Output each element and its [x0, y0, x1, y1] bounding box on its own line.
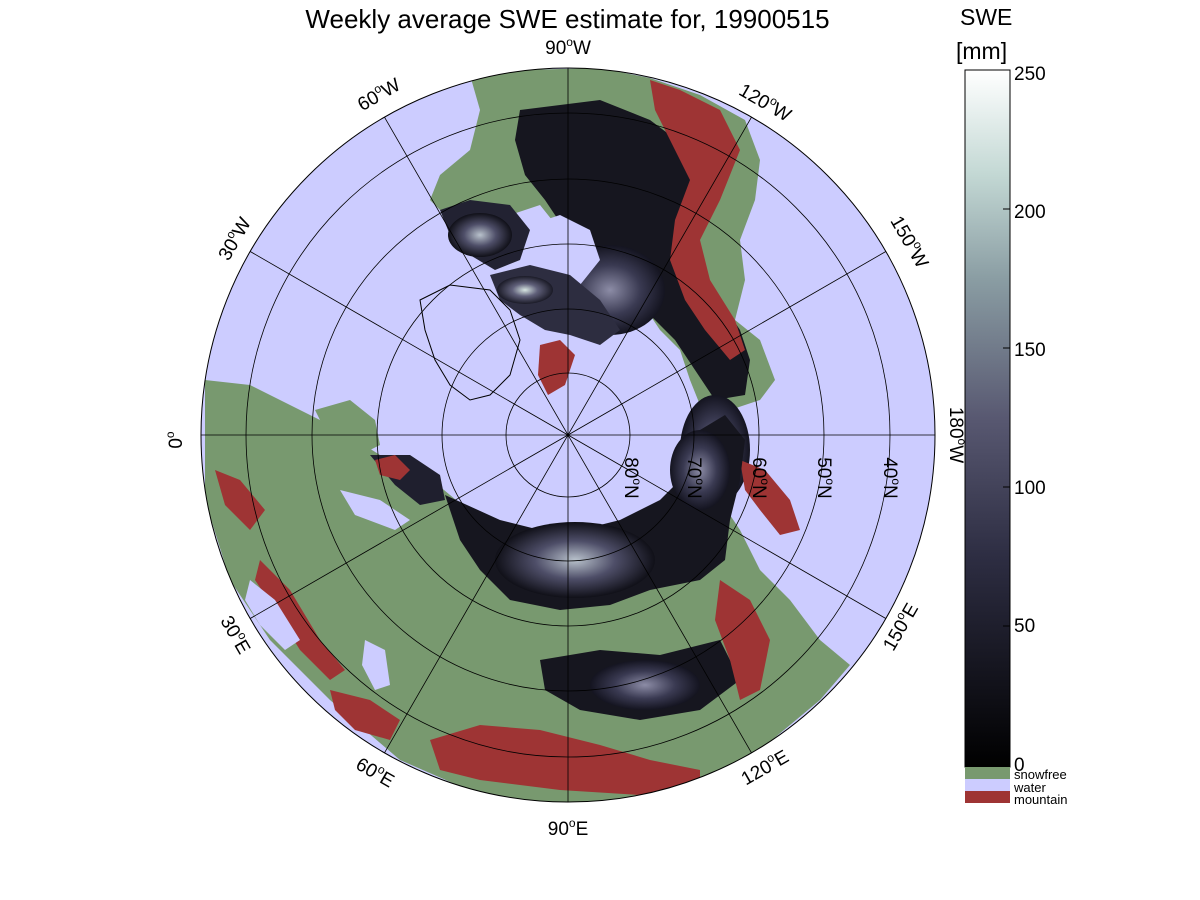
caspian-water — [362, 640, 390, 690]
arctic-islands-core — [497, 276, 553, 304]
lon-label-0: 0o — [163, 431, 187, 449]
lat-label-50n: 50oN — [813, 457, 837, 499]
central-asia-snow-core — [590, 660, 700, 710]
baltic-water — [340, 490, 410, 530]
lat-label-80n: 80oN — [620, 457, 644, 499]
rockies-mountain — [650, 80, 745, 360]
lon-label-180w: 180oW — [945, 407, 969, 463]
scandes-mountain — [375, 455, 410, 480]
lon-label-60w: 60oW — [353, 72, 405, 116]
legend-swatch-mountain — [965, 791, 1010, 803]
caucasus-mountain — [330, 690, 400, 740]
greenland-mountain — [538, 340, 575, 395]
latitude-labels: 80oN 70oN 60oN 50oN 40oN — [620, 457, 903, 499]
colorbar-gradient — [964, 69, 1011, 768]
lat-label-70n: 70oN — [683, 457, 707, 499]
map-boundary — [200, 67, 936, 803]
mediterranean-water — [245, 580, 300, 650]
cb-label-100: 100 — [1014, 478, 1046, 499]
meridian-150w-30e — [249, 251, 887, 619]
legend-swatch-water — [965, 779, 1010, 791]
hudson-bay-water — [530, 215, 600, 285]
cb-label-0: 0 — [1014, 755, 1025, 776]
iberia-mountain — [215, 470, 265, 530]
hudson-snow-core — [448, 213, 512, 257]
colorbar: 250 200 150 100 50 0 snowfree water moun… — [964, 64, 1067, 807]
lon-label-90w: 90oW — [545, 35, 591, 59]
siberia-snow-core — [495, 522, 655, 598]
cb-label-250: 250 — [1014, 64, 1046, 85]
legend-label-water: water — [1013, 780, 1046, 795]
cb-label-150: 150 — [1014, 340, 1046, 361]
graticule — [200, 67, 936, 803]
lat-label-60n: 60oN — [748, 457, 772, 499]
siberia-snow-core-2 — [670, 430, 730, 510]
legend-label-mountain: mountain — [1014, 792, 1067, 807]
himalaya-mountain — [430, 725, 700, 795]
east-asia-mountain — [715, 580, 770, 700]
lon-label-90e: 90oE — [548, 816, 589, 840]
cb-label-200: 200 — [1014, 202, 1046, 223]
alps-mountain — [255, 560, 345, 680]
legend-swatch-snowfree — [965, 767, 1010, 779]
scandinavia — [315, 400, 380, 455]
legend-label-snowfree: snowfree — [1014, 767, 1067, 782]
alaska-mountain — [740, 460, 800, 535]
cb-label-50: 50 — [1014, 616, 1035, 637]
colorbar-ticks — [1003, 69, 1010, 766]
colorbar-label-swe: SWE — [960, 4, 1013, 30]
lon-label-150w: 150oW — [886, 211, 935, 272]
map-title: Weekly average SWE estimate for, 1990051… — [305, 4, 830, 34]
colorbar-label-units: [mm] — [956, 38, 1008, 64]
lat-label-40n: 40oN — [879, 457, 903, 499]
